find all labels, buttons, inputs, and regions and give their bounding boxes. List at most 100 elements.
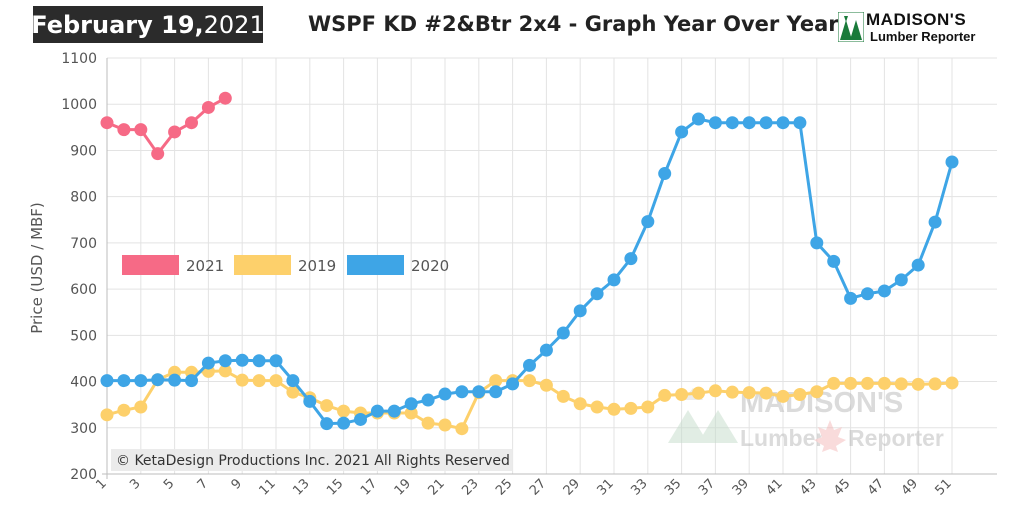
data-point-2019 (641, 400, 655, 414)
data-point-2020 (725, 116, 739, 130)
data-point-2020 (201, 356, 215, 370)
data-point-2020 (894, 273, 908, 287)
data-point-2020 (286, 374, 300, 388)
legend-label-2019: 2019 (298, 257, 336, 275)
data-point-2020 (455, 385, 469, 399)
y-tick-label: 900 (70, 143, 97, 159)
y-tick-label: 1100 (61, 51, 97, 67)
x-tick-label: 31 (595, 476, 617, 498)
data-point-2019 (911, 377, 925, 391)
data-point-2020 (793, 116, 807, 130)
x-tick-label: 3 (127, 476, 143, 492)
data-point-2020 (235, 353, 249, 367)
data-point-2019 (269, 374, 283, 388)
data-point-2021 (134, 123, 148, 137)
data-point-2019 (438, 418, 452, 432)
data-point-2020 (218, 354, 232, 368)
chart-title: WSPF KD #2&Btr 2x4 - Graph Year Over Yea… (308, 12, 839, 36)
data-point-2019 (844, 376, 858, 390)
data-point-2019 (320, 399, 334, 413)
x-tick-label: 7 (195, 476, 211, 492)
x-tick-label: 33 (628, 476, 650, 498)
x-tick-label: 43 (797, 476, 819, 498)
data-point-2020 (489, 385, 503, 399)
data-point-2020 (590, 287, 604, 301)
data-point-2019 (658, 388, 672, 402)
data-point-2020 (776, 116, 790, 130)
x-tick-label: 41 (764, 476, 786, 498)
data-point-2019 (117, 403, 131, 417)
watermark-subtitle-1: Lumber (740, 425, 824, 451)
data-point-2020 (877, 284, 891, 298)
data-point-2020 (861, 287, 874, 301)
x-tick-label: 27 (527, 476, 549, 498)
x-tick-label: 49 (899, 476, 921, 498)
watermark-subtitle-2: Reporter (848, 425, 944, 451)
data-point-2020 (742, 116, 756, 130)
data-point-2021 (151, 147, 165, 161)
data-point-2020 (573, 304, 587, 318)
data-point-2021 (218, 91, 232, 105)
series-2021 (100, 91, 232, 161)
data-point-2020 (303, 394, 317, 408)
x-tick-label: 5 (161, 476, 177, 492)
data-point-2019 (489, 374, 503, 388)
data-point-2020 (269, 354, 283, 368)
data-point-2019 (624, 401, 638, 415)
copyright-text: © KetaDesign Productions Inc. 2021 All R… (116, 453, 510, 469)
data-point-2019 (337, 404, 351, 418)
legend: 2021 2019 2020 (122, 255, 449, 275)
legend-label-2021: 2021 (186, 257, 224, 275)
data-point-2020 (675, 125, 689, 139)
data-point-2020 (134, 374, 148, 388)
y-tick-label: 200 (70, 467, 97, 483)
data-point-2021 (168, 125, 182, 139)
data-point-2020 (607, 273, 621, 287)
series-2019 (100, 364, 959, 436)
x-tick-label: 17 (358, 476, 380, 498)
data-point-2019 (759, 386, 773, 400)
data-point-2020 (844, 291, 858, 305)
data-point-2020 (624, 252, 638, 266)
x-tick-label: 19 (392, 476, 414, 498)
data-point-2020 (387, 404, 401, 418)
copyright-box (111, 449, 513, 471)
data-point-2020 (117, 374, 131, 388)
logo-title: MADISON'S (866, 10, 967, 29)
data-point-2020 (168, 373, 182, 387)
data-point-2020 (556, 326, 570, 340)
data-point-2020 (506, 377, 520, 391)
data-point-2020 (100, 374, 114, 388)
x-tick-label: 37 (696, 476, 718, 498)
data-point-2019 (793, 387, 807, 401)
data-point-2020 (185, 374, 198, 388)
y-tick-label: 1000 (61, 97, 97, 113)
data-point-2020 (370, 404, 384, 418)
x-tick-label: 35 (662, 476, 684, 498)
x-tick-label: 21 (426, 476, 448, 498)
data-point-2020 (354, 412, 367, 426)
date-year: 2021 (203, 10, 265, 39)
data-point-2019 (675, 387, 689, 401)
y-tick-label: 400 (70, 375, 97, 391)
data-point-2021 (201, 100, 215, 114)
data-point-2019 (455, 422, 469, 436)
legend-label-2020: 2020 (411, 257, 449, 275)
data-point-2020 (523, 358, 536, 372)
y-tick-label: 600 (70, 282, 97, 298)
x-tick-label: 15 (324, 476, 346, 498)
y-tick-label: 800 (70, 190, 97, 206)
watermark-tree-icon (698, 410, 738, 443)
data-point-2019 (607, 402, 621, 416)
data-point-2019 (404, 406, 418, 420)
data-point-2019 (235, 373, 249, 387)
watermark-tree-icon (668, 410, 708, 443)
logo-mark-icon (838, 12, 864, 42)
x-tick-label: 11 (257, 476, 279, 498)
x-tick-label: 51 (933, 476, 955, 498)
legend-swatch-2019 (234, 255, 291, 275)
data-point-2019 (556, 389, 570, 403)
x-tick-label: 29 (561, 476, 583, 498)
data-point-2020 (658, 167, 672, 181)
